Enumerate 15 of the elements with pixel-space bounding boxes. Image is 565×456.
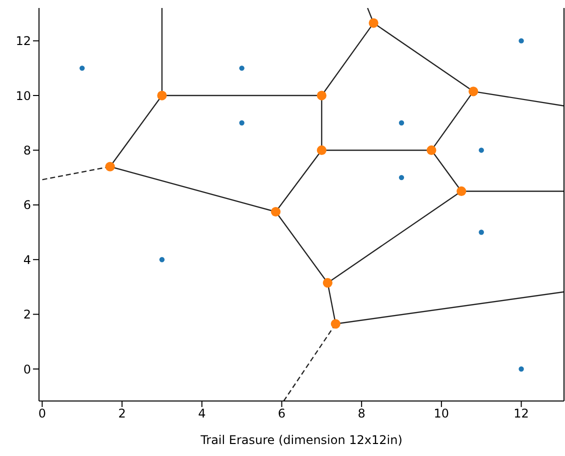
y-tick-label: 6 xyxy=(23,198,31,212)
y-tick-label: 10 xyxy=(16,88,31,103)
x-tick-label: 6 xyxy=(278,406,286,421)
x-tick-label: 10 xyxy=(434,406,450,421)
x-tick-label: 2 xyxy=(118,406,126,421)
y-tick-label: 8 xyxy=(23,143,31,158)
x-axis-title: Trail Erasure (dimension 12x12in) xyxy=(200,433,402,447)
y-tick-label: 12 xyxy=(16,34,31,48)
y-tick-label: 2 xyxy=(23,308,31,322)
y-tick-label: 0 xyxy=(23,362,31,376)
x-tick-label: 4 xyxy=(198,406,206,421)
x-tick-label: 0 xyxy=(38,406,46,421)
x-tick-label: 12 xyxy=(514,406,529,421)
y-tick-label: 4 xyxy=(23,252,31,267)
x-tick-label: 8 xyxy=(358,406,366,421)
